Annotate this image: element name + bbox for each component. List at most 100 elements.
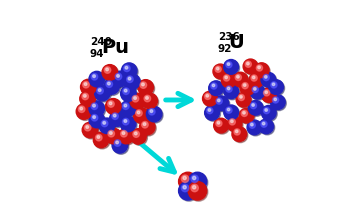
Circle shape: [131, 129, 146, 144]
Circle shape: [104, 79, 119, 94]
Circle shape: [244, 60, 259, 75]
Circle shape: [262, 107, 277, 121]
Circle shape: [261, 88, 276, 102]
Circle shape: [250, 74, 265, 89]
Circle shape: [93, 116, 96, 118]
Circle shape: [144, 95, 151, 102]
Circle shape: [96, 86, 111, 102]
Circle shape: [78, 106, 85, 112]
Circle shape: [224, 105, 238, 120]
Circle shape: [205, 105, 219, 120]
Circle shape: [95, 133, 110, 149]
Circle shape: [84, 83, 87, 86]
Circle shape: [225, 76, 227, 79]
Circle shape: [102, 64, 117, 80]
Circle shape: [134, 97, 136, 100]
Circle shape: [253, 88, 256, 90]
Circle shape: [258, 66, 260, 69]
Circle shape: [247, 62, 249, 65]
Circle shape: [116, 141, 118, 144]
Circle shape: [82, 122, 98, 138]
Circle shape: [80, 107, 83, 110]
Circle shape: [217, 99, 220, 102]
Circle shape: [265, 91, 267, 94]
Circle shape: [122, 132, 125, 135]
Circle shape: [215, 97, 230, 112]
Text: U: U: [228, 33, 244, 52]
Circle shape: [214, 96, 229, 111]
Circle shape: [127, 76, 133, 83]
Circle shape: [118, 128, 134, 144]
Circle shape: [124, 65, 130, 72]
Circle shape: [261, 105, 276, 120]
Circle shape: [240, 109, 255, 124]
Circle shape: [91, 103, 98, 109]
Circle shape: [121, 102, 137, 117]
Circle shape: [208, 109, 211, 111]
Circle shape: [247, 120, 262, 135]
Circle shape: [205, 93, 211, 100]
Circle shape: [150, 110, 153, 112]
Circle shape: [138, 80, 154, 95]
Circle shape: [110, 111, 125, 126]
Circle shape: [112, 113, 118, 120]
Circle shape: [272, 96, 286, 111]
Circle shape: [120, 101, 136, 116]
Circle shape: [117, 75, 120, 77]
Circle shape: [233, 72, 248, 87]
Circle shape: [124, 104, 127, 107]
Circle shape: [81, 92, 96, 108]
Circle shape: [227, 117, 242, 131]
Circle shape: [149, 109, 155, 115]
Circle shape: [108, 101, 114, 107]
Circle shape: [216, 98, 222, 104]
Circle shape: [93, 75, 96, 78]
Circle shape: [109, 102, 112, 105]
Circle shape: [228, 118, 243, 133]
Circle shape: [206, 107, 221, 121]
Circle shape: [107, 100, 122, 115]
Circle shape: [270, 81, 285, 95]
Circle shape: [239, 108, 254, 123]
Circle shape: [259, 119, 274, 134]
Text: 240: 240: [90, 37, 112, 47]
Circle shape: [121, 117, 137, 133]
Circle shape: [206, 94, 209, 97]
Circle shape: [112, 138, 127, 153]
Circle shape: [250, 103, 257, 109]
Circle shape: [80, 91, 95, 107]
Circle shape: [225, 61, 240, 75]
Circle shape: [214, 65, 229, 80]
Circle shape: [227, 87, 230, 90]
Circle shape: [191, 175, 198, 183]
Circle shape: [103, 121, 106, 124]
Circle shape: [227, 63, 230, 65]
Circle shape: [146, 97, 148, 99]
Circle shape: [101, 120, 108, 127]
Circle shape: [274, 98, 277, 101]
Circle shape: [232, 127, 247, 141]
Circle shape: [210, 82, 224, 97]
Circle shape: [251, 123, 253, 126]
Circle shape: [107, 129, 122, 145]
Circle shape: [113, 71, 129, 87]
Circle shape: [263, 108, 270, 114]
Circle shape: [226, 86, 232, 92]
Circle shape: [237, 93, 252, 108]
Circle shape: [104, 67, 111, 73]
Circle shape: [241, 82, 256, 96]
Circle shape: [108, 131, 115, 137]
Circle shape: [140, 82, 147, 88]
Circle shape: [241, 110, 247, 117]
Circle shape: [106, 98, 121, 114]
Circle shape: [97, 88, 103, 94]
Circle shape: [250, 84, 265, 99]
Circle shape: [134, 132, 137, 135]
Circle shape: [134, 108, 149, 123]
Circle shape: [217, 67, 219, 70]
Circle shape: [133, 131, 139, 137]
Circle shape: [261, 72, 276, 87]
Circle shape: [245, 61, 251, 67]
Circle shape: [251, 85, 266, 100]
Circle shape: [132, 95, 139, 102]
